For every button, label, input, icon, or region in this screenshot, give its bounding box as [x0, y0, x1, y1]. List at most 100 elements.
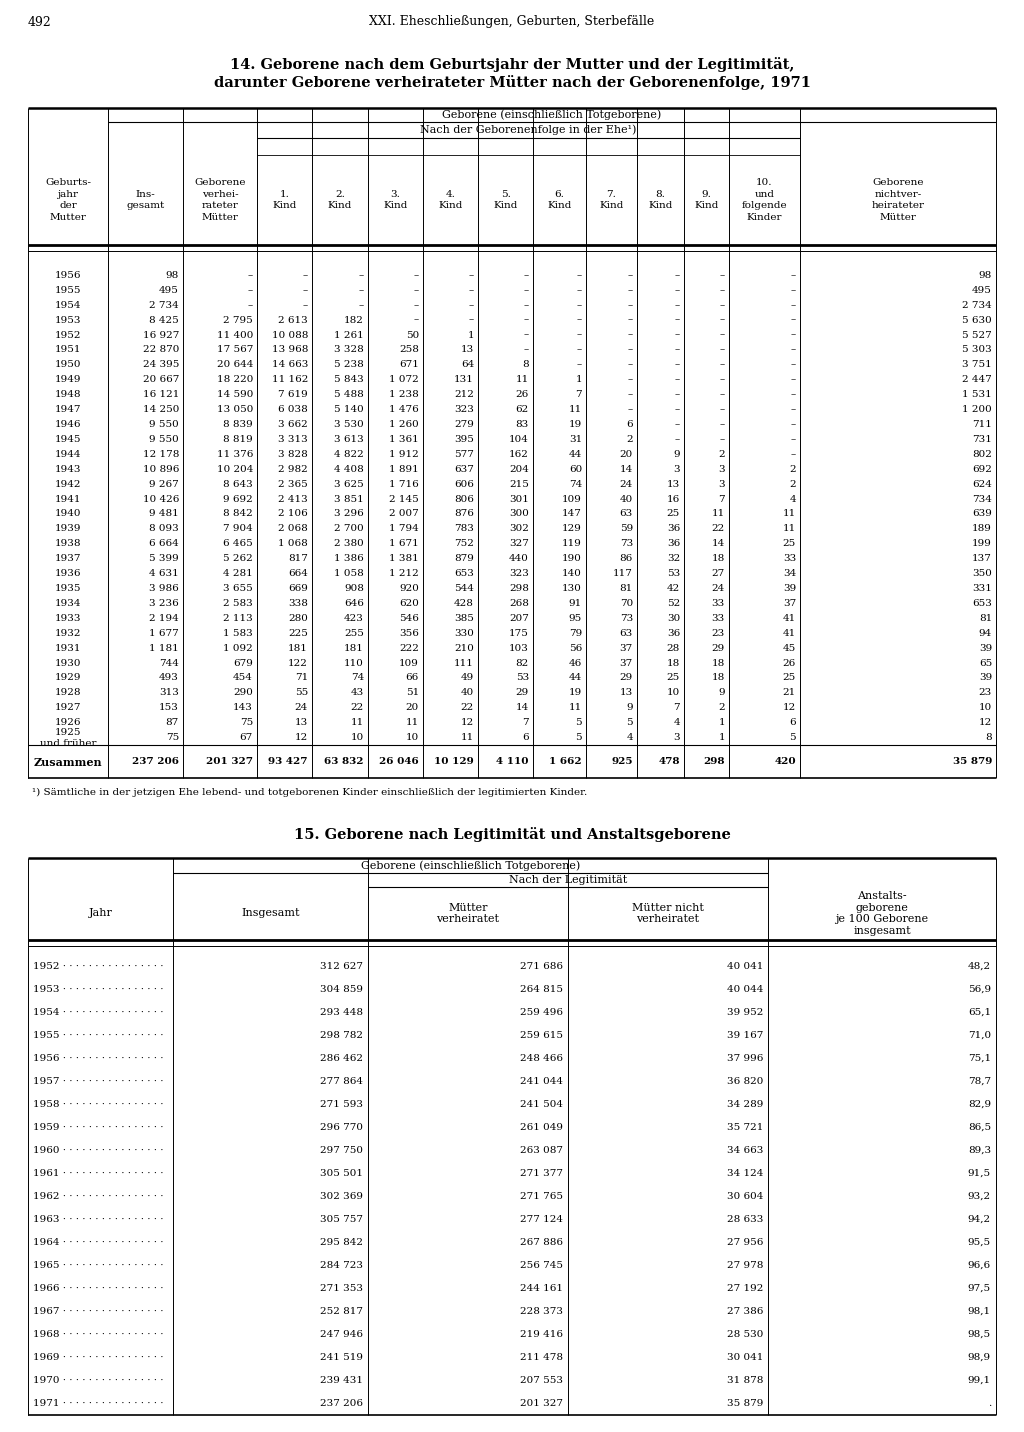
Text: 29: 29: [516, 689, 529, 697]
Text: 8 643: 8 643: [223, 480, 253, 488]
Text: 423: 423: [344, 614, 364, 623]
Text: 11: 11: [516, 375, 529, 384]
Text: rateter: rateter: [202, 202, 239, 211]
Text: Geborene: Geborene: [195, 178, 246, 188]
Text: 6.: 6.: [555, 190, 564, 199]
Text: 42: 42: [667, 584, 680, 593]
Text: 13: 13: [295, 717, 308, 727]
Text: 55: 55: [295, 689, 308, 697]
Text: Geborene: Geborene: [872, 178, 924, 188]
Text: 1944: 1944: [54, 450, 81, 458]
Text: –: –: [720, 390, 725, 400]
Text: 752: 752: [454, 540, 474, 548]
Text: 783: 783: [454, 524, 474, 533]
Text: 23: 23: [712, 629, 725, 637]
Text: 140: 140: [562, 569, 582, 579]
Text: 492: 492: [28, 16, 52, 29]
Text: 1962 · · · · · · · · · · · · · · · ·: 1962 · · · · · · · · · · · · · · · ·: [33, 1191, 164, 1201]
Text: Kind: Kind: [599, 202, 624, 211]
Text: 18: 18: [712, 673, 725, 683]
Text: verhei-: verhei-: [202, 190, 239, 199]
Text: 9 692: 9 692: [223, 494, 253, 504]
Text: 1 912: 1 912: [389, 450, 419, 458]
Text: 7 619: 7 619: [279, 390, 308, 400]
Text: 271 686: 271 686: [520, 962, 563, 971]
Text: Jahr: Jahr: [88, 908, 113, 918]
Text: 1: 1: [719, 733, 725, 742]
Text: 2: 2: [719, 450, 725, 458]
Text: 181: 181: [288, 643, 308, 653]
Text: –: –: [523, 301, 529, 309]
Text: 40: 40: [620, 494, 633, 504]
Text: 204: 204: [509, 465, 529, 474]
Text: –: –: [628, 331, 633, 339]
Text: 5 140: 5 140: [334, 405, 364, 414]
Text: 3 236: 3 236: [150, 599, 179, 609]
Text: 37: 37: [620, 643, 633, 653]
Text: 86,5: 86,5: [968, 1123, 991, 1133]
Text: 744: 744: [159, 659, 179, 667]
Text: Kind: Kind: [494, 202, 518, 211]
Text: 10 129: 10 129: [434, 758, 474, 766]
Text: –: –: [791, 405, 796, 414]
Text: 3 313: 3 313: [279, 435, 308, 444]
Text: 624: 624: [972, 480, 992, 488]
Text: 19: 19: [568, 420, 582, 430]
Text: 1 238: 1 238: [389, 390, 419, 400]
Text: 31 878: 31 878: [727, 1376, 763, 1385]
Text: –: –: [414, 271, 419, 279]
Text: 277 864: 277 864: [319, 1077, 362, 1085]
Text: 258: 258: [399, 345, 419, 355]
Text: 27 386: 27 386: [727, 1307, 763, 1316]
Text: 41: 41: [782, 629, 796, 637]
Text: –: –: [791, 345, 796, 355]
Text: 1953 · · · · · · · · · · · · · · · ·: 1953 · · · · · · · · · · · · · · · ·: [33, 985, 164, 994]
Text: 104: 104: [509, 435, 529, 444]
Text: 2 734: 2 734: [963, 301, 992, 309]
Text: 33: 33: [712, 614, 725, 623]
Text: 241 519: 241 519: [319, 1353, 362, 1362]
Text: 71: 71: [295, 673, 308, 683]
Text: 295 842: 295 842: [319, 1239, 362, 1247]
Text: 244 161: 244 161: [520, 1285, 563, 1293]
Text: 1933: 1933: [54, 614, 81, 623]
Text: 428: 428: [454, 599, 474, 609]
Text: 6 465: 6 465: [223, 540, 253, 548]
Text: 1969 · · · · · · · · · · · · · · · ·: 1969 · · · · · · · · · · · · · · · ·: [33, 1353, 164, 1362]
Text: 1 260: 1 260: [389, 420, 419, 430]
Text: 6: 6: [522, 733, 529, 742]
Text: 15. Geborene nach Legitimität und Anstaltsgeborene: 15. Geborene nach Legitimität und Anstal…: [294, 828, 730, 842]
Text: 32: 32: [667, 554, 680, 563]
Text: –: –: [469, 315, 474, 325]
Text: 44: 44: [568, 673, 582, 683]
Text: 20 644: 20 644: [217, 361, 253, 369]
Text: 2 007: 2 007: [389, 510, 419, 518]
Text: 876: 876: [454, 510, 474, 518]
Text: 210: 210: [454, 643, 474, 653]
Text: 36: 36: [667, 629, 680, 637]
Text: 671: 671: [399, 361, 419, 369]
Text: 5 238: 5 238: [334, 361, 364, 369]
Text: 11: 11: [568, 405, 582, 414]
Text: Kinder: Kinder: [746, 213, 782, 222]
Text: –: –: [248, 286, 253, 295]
Text: 279: 279: [454, 420, 474, 430]
Text: –: –: [675, 315, 680, 325]
Text: 41: 41: [782, 614, 796, 623]
Text: 3: 3: [719, 480, 725, 488]
Text: 3 828: 3 828: [279, 450, 308, 458]
Text: 35 879: 35 879: [727, 1399, 763, 1408]
Text: 2 982: 2 982: [279, 465, 308, 474]
Text: –: –: [523, 315, 529, 325]
Text: 109: 109: [399, 659, 419, 667]
Text: –: –: [791, 271, 796, 279]
Text: 1928: 1928: [54, 689, 81, 697]
Text: 1960 · · · · · · · · · · · · · · · ·: 1960 · · · · · · · · · · · · · · · ·: [33, 1146, 164, 1156]
Text: 12: 12: [979, 717, 992, 727]
Text: gesamt: gesamt: [126, 202, 165, 211]
Text: 286 462: 286 462: [319, 1054, 362, 1063]
Text: 3 296: 3 296: [334, 510, 364, 518]
Text: 18: 18: [712, 659, 725, 667]
Text: 495: 495: [159, 286, 179, 295]
Text: nichtver-: nichtver-: [874, 190, 922, 199]
